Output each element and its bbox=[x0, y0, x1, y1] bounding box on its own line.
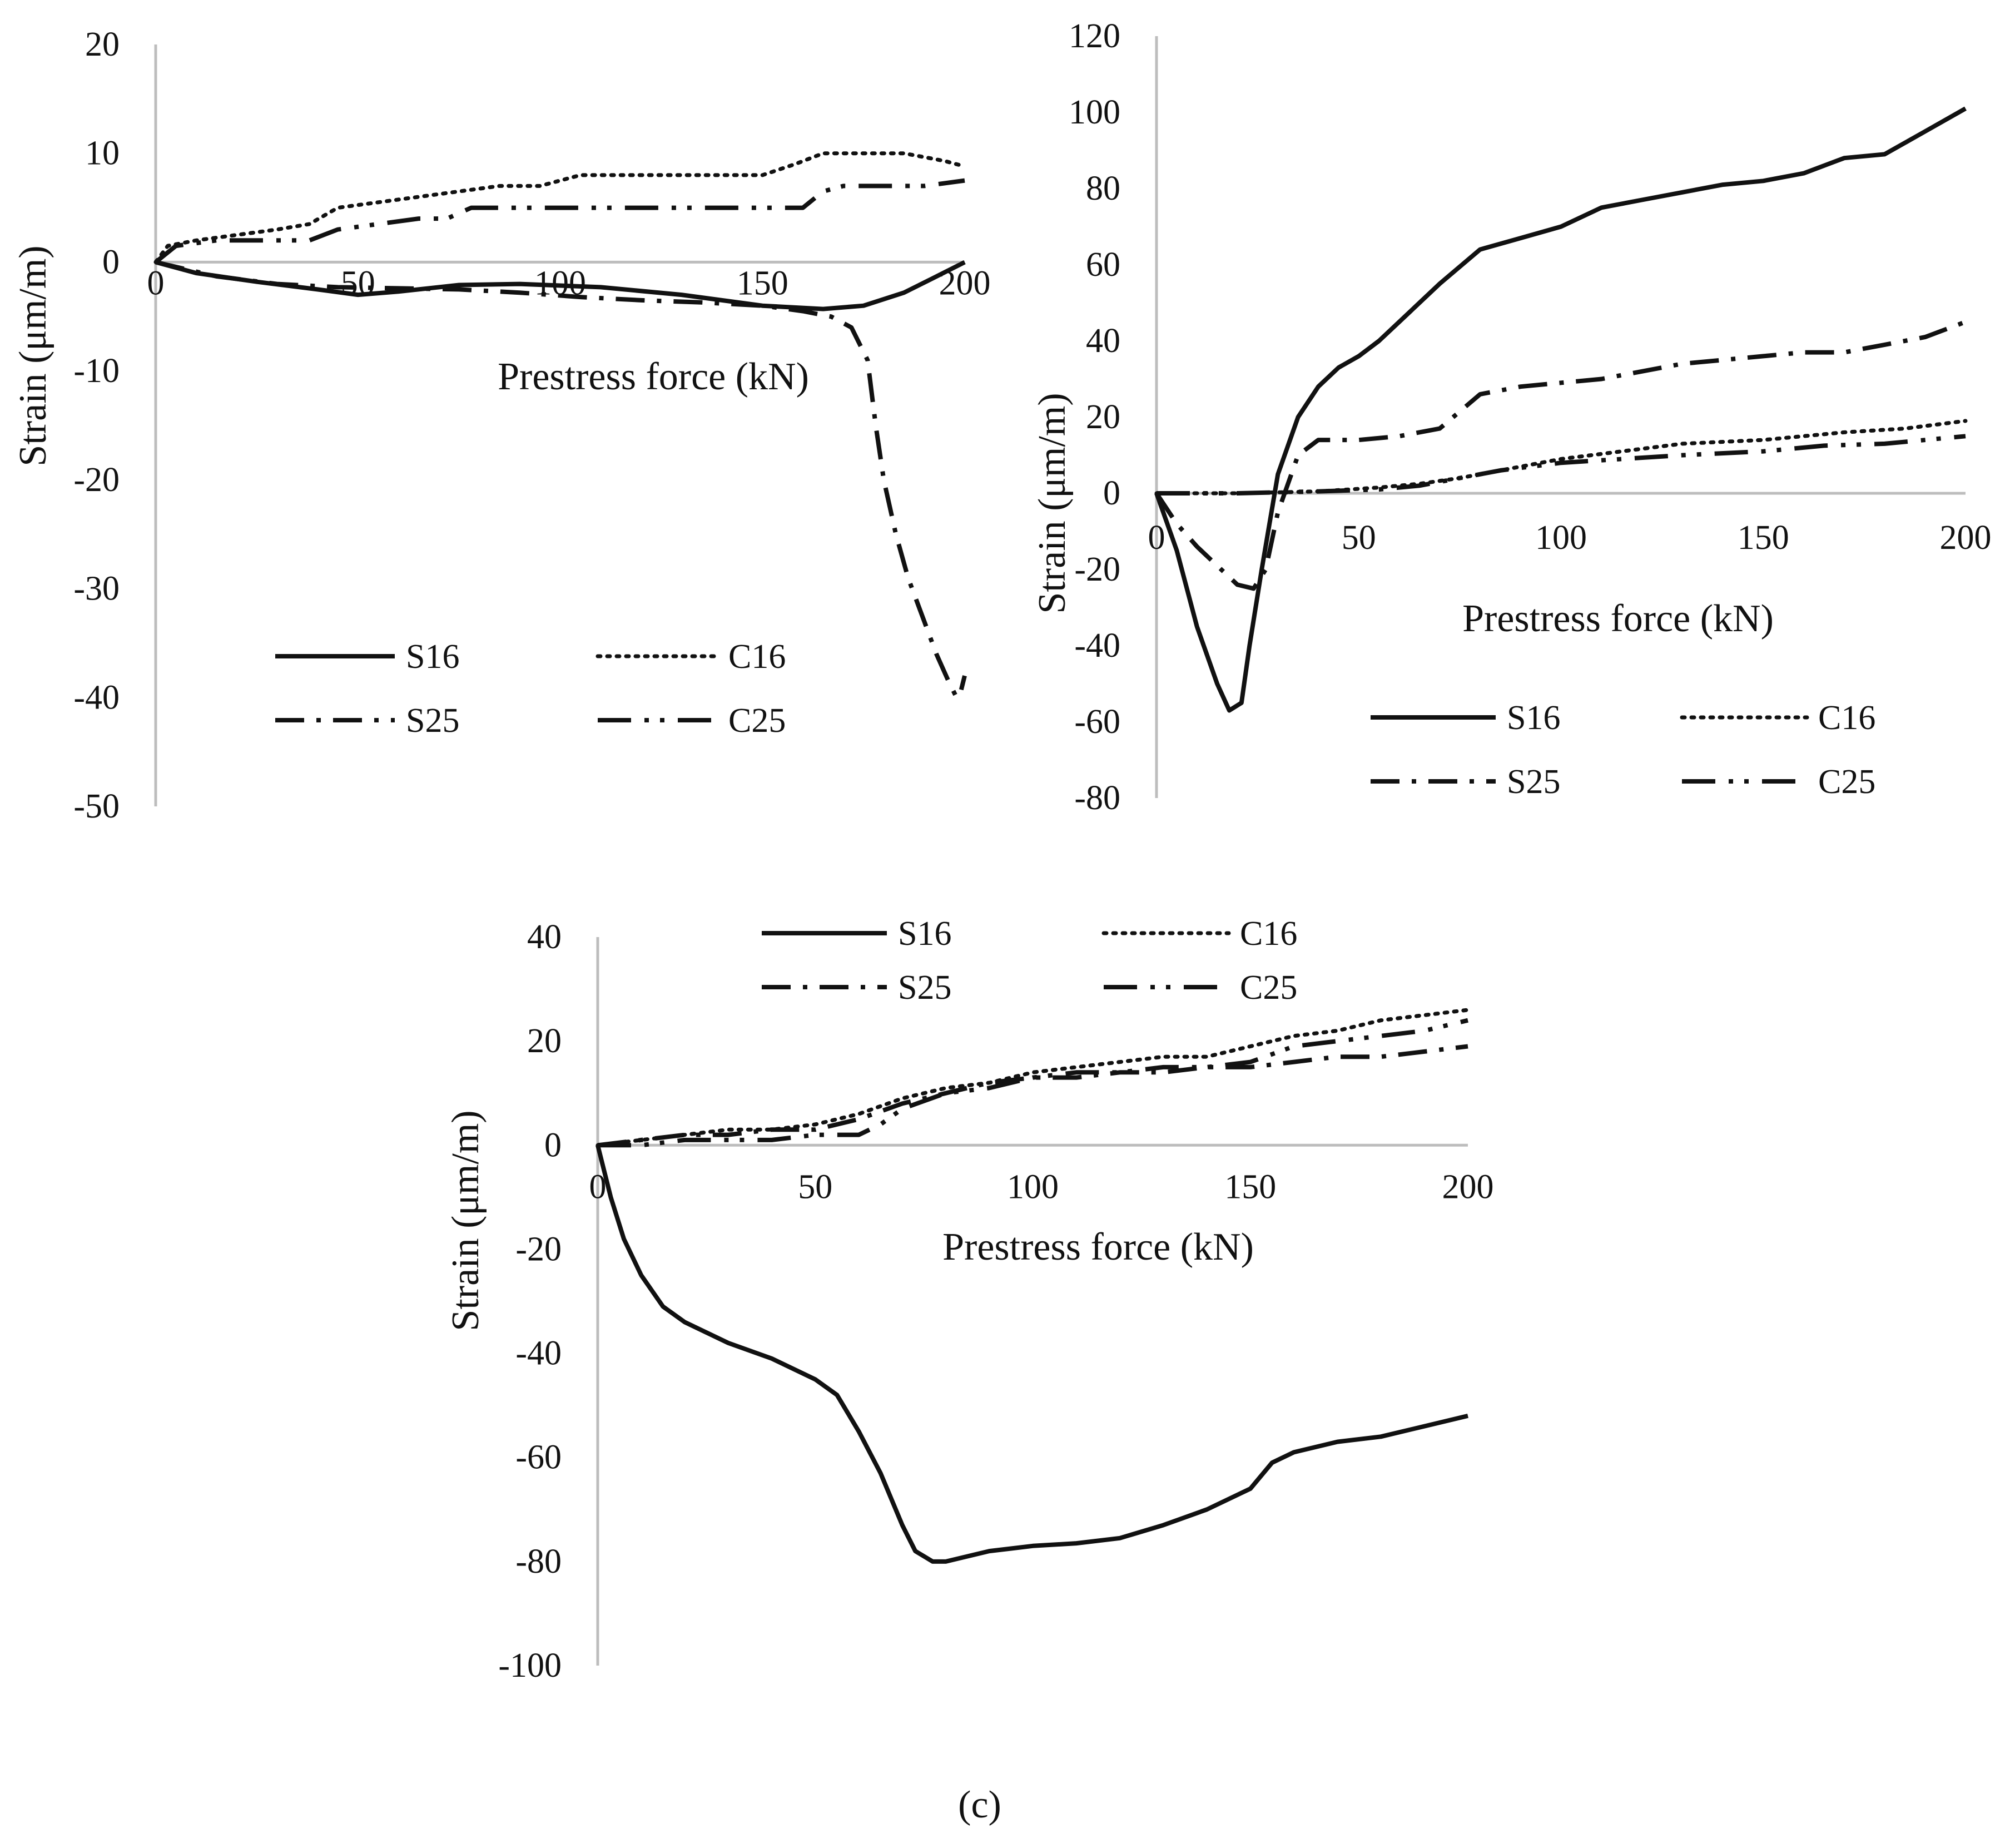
legend-label-s25: S25 bbox=[898, 969, 951, 1007]
legend-label-c25: C25 bbox=[1240, 969, 1297, 1007]
series-line-s25 bbox=[1154, 320, 1967, 591]
y-tick-label: -20 bbox=[1074, 551, 1120, 588]
y-tick-label: -40 bbox=[73, 678, 120, 716]
legend-label-c16: C16 bbox=[1240, 915, 1297, 953]
y-tick-label: 10 bbox=[85, 135, 120, 172]
series-line-c16 bbox=[595, 1008, 1470, 1147]
x-tick-label: 150 bbox=[737, 264, 788, 302]
x-tick-label: 100 bbox=[1007, 1168, 1059, 1206]
series-line-s25 bbox=[155, 260, 967, 700]
x-tick-label: 0 bbox=[147, 264, 165, 302]
y-tick-label: -80 bbox=[515, 1543, 562, 1581]
legend-label-c16: C16 bbox=[728, 638, 786, 676]
x-tick-label: 200 bbox=[1940, 519, 1992, 557]
x-axis-title: Prestress force (kN) bbox=[942, 1226, 1254, 1269]
legend-label-s25: S25 bbox=[406, 702, 459, 740]
legend-label-s25: S25 bbox=[1507, 763, 1560, 801]
y-tick-label: -10 bbox=[73, 352, 120, 390]
y-tick-label: 40 bbox=[1086, 322, 1120, 360]
y-tick-label: 0 bbox=[544, 1126, 562, 1164]
series-line-c25 bbox=[1157, 434, 1966, 496]
series-line-c25 bbox=[598, 1018, 1468, 1148]
y-tick-label: -20 bbox=[515, 1230, 562, 1268]
legend: S16 C16 S25 C25 bbox=[1371, 699, 1875, 801]
x-axis-title: Prestress force (kN) bbox=[1462, 597, 1774, 640]
y-tick-label: -60 bbox=[1074, 703, 1120, 741]
y-tick-label: 0 bbox=[102, 243, 120, 281]
x-tick-label: 150 bbox=[1224, 1168, 1276, 1206]
y-tick-label: 40 bbox=[527, 918, 562, 956]
x-tick-label: 50 bbox=[1342, 519, 1376, 557]
x-axis-title: Prestress force (kN) bbox=[498, 355, 809, 398]
x-tick-label: 0 bbox=[1148, 519, 1165, 557]
y-tick-label: 80 bbox=[1086, 170, 1120, 207]
legend: S16 C16 S25 C25 bbox=[275, 638, 786, 740]
legend-label-c25: C25 bbox=[728, 702, 786, 740]
series-line-c25 bbox=[154, 178, 965, 264]
figure-caption: (c) bbox=[958, 1783, 1001, 1826]
legend: S16 C16 S25 C25 bbox=[762, 915, 1297, 1007]
y-tick-label: 120 bbox=[1069, 17, 1120, 55]
series-line-s16 bbox=[595, 1145, 1468, 1564]
legend-label-s16: S16 bbox=[1507, 699, 1560, 737]
y-tick-label: 20 bbox=[85, 26, 120, 63]
y-tick-label: 20 bbox=[527, 1022, 562, 1060]
y-tick-label: 0 bbox=[1103, 474, 1120, 512]
y-axis-title: Strain (μm/m) bbox=[444, 1110, 487, 1331]
y-tick-label: -20 bbox=[73, 461, 120, 499]
y-tick-label: 20 bbox=[1086, 398, 1120, 436]
series-line-c16 bbox=[153, 151, 967, 264]
y-axis-title: Strain (μm/m) bbox=[1031, 393, 1074, 613]
y-axis-title: Strain (μm/m) bbox=[12, 245, 54, 466]
y-tick-label: 60 bbox=[1086, 246, 1120, 284]
y-tick-label: -100 bbox=[498, 1647, 562, 1684]
series-line-s16 bbox=[1154, 106, 1967, 713]
x-tick-label: 100 bbox=[1535, 519, 1587, 557]
x-tick-label: 200 bbox=[1442, 1168, 1494, 1206]
legend-label-s16: S16 bbox=[406, 638, 459, 676]
y-tick-label: -40 bbox=[515, 1335, 562, 1373]
y-tick-label: -30 bbox=[73, 570, 120, 608]
y-tick-label: -60 bbox=[515, 1439, 562, 1477]
legend-label-s16: S16 bbox=[898, 915, 951, 953]
y-tick-label: -80 bbox=[1074, 779, 1120, 817]
legend-label-c16: C16 bbox=[1818, 699, 1875, 737]
y-tick-label: 100 bbox=[1069, 93, 1120, 131]
y-tick-label: -50 bbox=[73, 787, 120, 825]
y-tick-label: -40 bbox=[1074, 627, 1120, 665]
legend-label-c25: C25 bbox=[1818, 763, 1875, 801]
x-tick-label: 150 bbox=[1738, 519, 1789, 557]
x-tick-label: 50 bbox=[798, 1168, 832, 1206]
